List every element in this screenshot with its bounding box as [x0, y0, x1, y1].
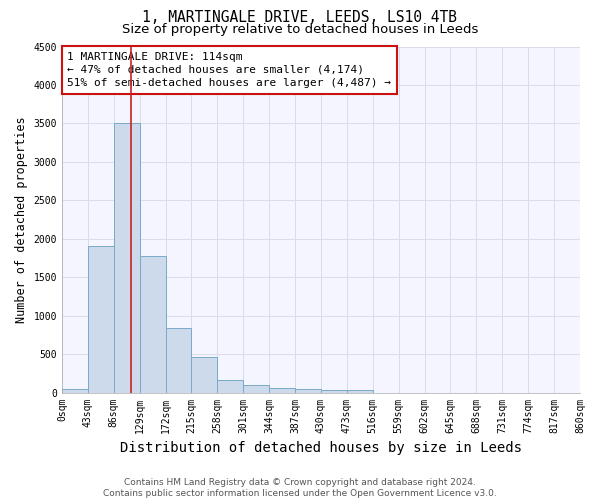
- Text: Size of property relative to detached houses in Leeds: Size of property relative to detached ho…: [122, 22, 478, 36]
- Bar: [62, 390, 88, 392]
- Bar: [140, 256, 166, 392]
- X-axis label: Distribution of detached houses by size in Leeds: Distribution of detached houses by size …: [120, 441, 522, 455]
- Bar: [269, 388, 295, 392]
- Y-axis label: Number of detached properties: Number of detached properties: [15, 116, 28, 323]
- Bar: [347, 390, 373, 392]
- Text: 1 MARTINGALE DRIVE: 114sqm
← 47% of detached houses are smaller (4,174)
51% of s: 1 MARTINGALE DRIVE: 114sqm ← 47% of deta…: [67, 52, 391, 88]
- Bar: [166, 328, 191, 392]
- Bar: [217, 380, 243, 392]
- Bar: [191, 357, 217, 392]
- Bar: [295, 388, 321, 392]
- Text: Contains HM Land Registry data © Crown copyright and database right 2024.
Contai: Contains HM Land Registry data © Crown c…: [103, 478, 497, 498]
- Text: 1, MARTINGALE DRIVE, LEEDS, LS10 4TB: 1, MARTINGALE DRIVE, LEEDS, LS10 4TB: [143, 10, 458, 25]
- Bar: [321, 390, 347, 392]
- Bar: [114, 124, 140, 392]
- Bar: [243, 385, 269, 392]
- Bar: [88, 246, 114, 392]
